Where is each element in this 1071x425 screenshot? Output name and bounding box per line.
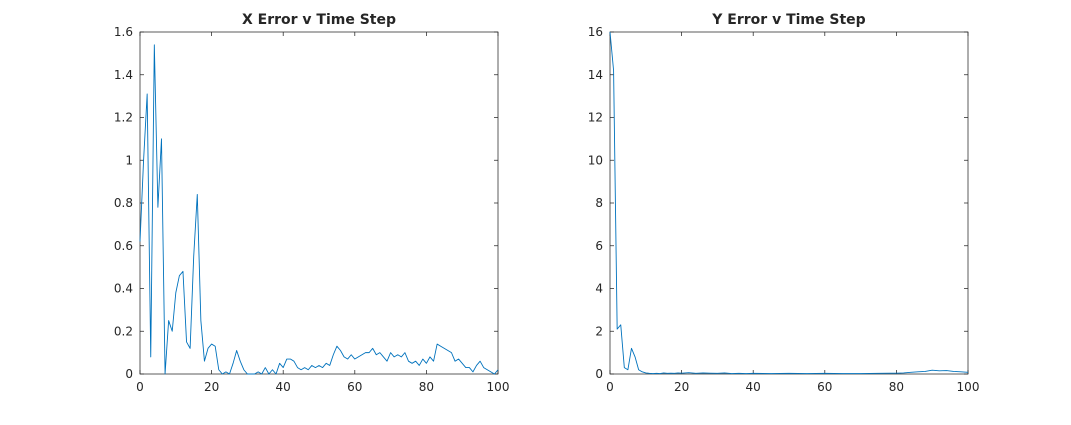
x-error-ytick-label: 1	[125, 153, 133, 167]
x-error-xtick-label: 80	[419, 380, 434, 394]
y-error-xtick-label: 80	[889, 380, 904, 394]
y-error-axes: Y Error v Time Step 0 20 40 60 80 100 0 2 4 6 8 10…	[588, 12, 980, 394]
x-error-ytick-label: 0	[125, 367, 133, 381]
y-error-ytick-label: 8	[595, 196, 603, 210]
x-error-series-line	[139, 44, 499, 375]
x-error-ytick-label: 1.4	[114, 68, 133, 82]
x-error-x-ticks: 0 20 40 60 80 100	[136, 32, 509, 394]
x-error-ytick-label: 0.8	[114, 196, 133, 210]
y-error-ytick-label: 0	[595, 367, 603, 381]
y-error-ytick-label: 6	[595, 239, 603, 253]
x-error-ytick-label: 1.6	[114, 25, 133, 39]
y-error-series-line	[609, 31, 969, 375]
x-error-plot-area	[139, 31, 499, 375]
x-error-axes: X Error v Time Step 0 20 40 60 80 100 0 0.2 0.4…	[114, 12, 510, 394]
x-error-y-ticks: 0 0.2 0.4 0.6 0.8 1 1.2 1.4 1.6	[114, 25, 498, 381]
y-error-ytick-label: 2	[595, 324, 603, 338]
x-error-xtick-label: 0	[136, 380, 144, 394]
y-error-ytick-label: 12	[588, 111, 603, 125]
y-error-ytick-label: 16	[588, 25, 603, 39]
y-error-ytick-label: 14	[588, 68, 603, 82]
y-error-xtick-label: 20	[674, 380, 689, 394]
x-error-xtick-label: 100	[487, 380, 510, 394]
y-error-ytick-label: 10	[588, 153, 603, 167]
y-error-x-ticks: 0 20 40 60 80 100	[606, 32, 979, 394]
x-error-ytick-label: 0.4	[114, 282, 133, 296]
y-error-xtick-label: 40	[746, 380, 761, 394]
y-error-xtick-label: 100	[957, 380, 980, 394]
y-error-y-ticks: 0 2 4 6 8 10 12 14 16	[588, 25, 968, 381]
x-error-ytick-label: 1.2	[114, 111, 133, 125]
x-error-xtick-label: 40	[276, 380, 291, 394]
y-error-xtick-label: 0	[606, 380, 614, 394]
y-error-plot-area	[609, 31, 969, 375]
x-error-xtick-label: 20	[204, 380, 219, 394]
x-error-ytick-label: 0.2	[114, 324, 133, 338]
y-error-ytick-label: 4	[595, 282, 603, 296]
x-error-title: X Error v Time Step	[242, 12, 396, 28]
x-error-ytick-label: 0.6	[114, 239, 133, 253]
y-error-xtick-label: 60	[817, 380, 832, 394]
x-error-xtick-label: 60	[347, 380, 362, 394]
y-error-title: Y Error v Time Step	[711, 12, 865, 28]
